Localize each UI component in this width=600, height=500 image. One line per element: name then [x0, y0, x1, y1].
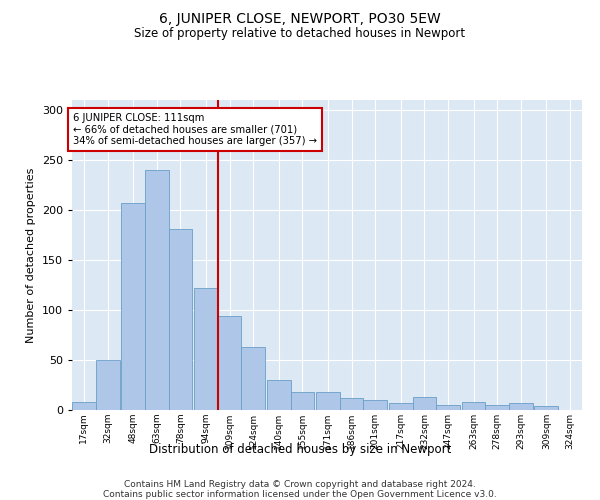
Bar — [267, 380, 290, 410]
Bar — [413, 397, 436, 410]
Bar — [364, 400, 387, 410]
Bar — [96, 360, 119, 410]
Bar — [389, 403, 413, 410]
Text: Distribution of detached houses by size in Newport: Distribution of detached houses by size … — [149, 442, 451, 456]
Bar — [194, 288, 218, 410]
Bar — [461, 402, 485, 410]
Bar — [121, 203, 145, 410]
Y-axis label: Number of detached properties: Number of detached properties — [26, 168, 36, 342]
Text: 6, JUNIPER CLOSE, NEWPORT, PO30 5EW: 6, JUNIPER CLOSE, NEWPORT, PO30 5EW — [159, 12, 441, 26]
Bar — [218, 316, 241, 410]
Bar — [509, 403, 533, 410]
Text: Contains public sector information licensed under the Open Government Licence v3: Contains public sector information licen… — [103, 490, 497, 499]
Text: 6 JUNIPER CLOSE: 111sqm
← 66% of detached houses are smaller (701)
34% of semi-d: 6 JUNIPER CLOSE: 111sqm ← 66% of detache… — [73, 113, 317, 146]
Text: Contains HM Land Registry data © Crown copyright and database right 2024.: Contains HM Land Registry data © Crown c… — [124, 480, 476, 489]
Bar — [241, 347, 265, 410]
Bar — [169, 229, 193, 410]
Bar — [72, 402, 96, 410]
Bar — [316, 392, 340, 410]
Text: Size of property relative to detached houses in Newport: Size of property relative to detached ho… — [134, 28, 466, 40]
Bar — [436, 405, 460, 410]
Bar — [145, 170, 169, 410]
Bar — [535, 406, 558, 410]
Bar — [340, 398, 364, 410]
Bar — [485, 405, 509, 410]
Bar — [290, 392, 314, 410]
